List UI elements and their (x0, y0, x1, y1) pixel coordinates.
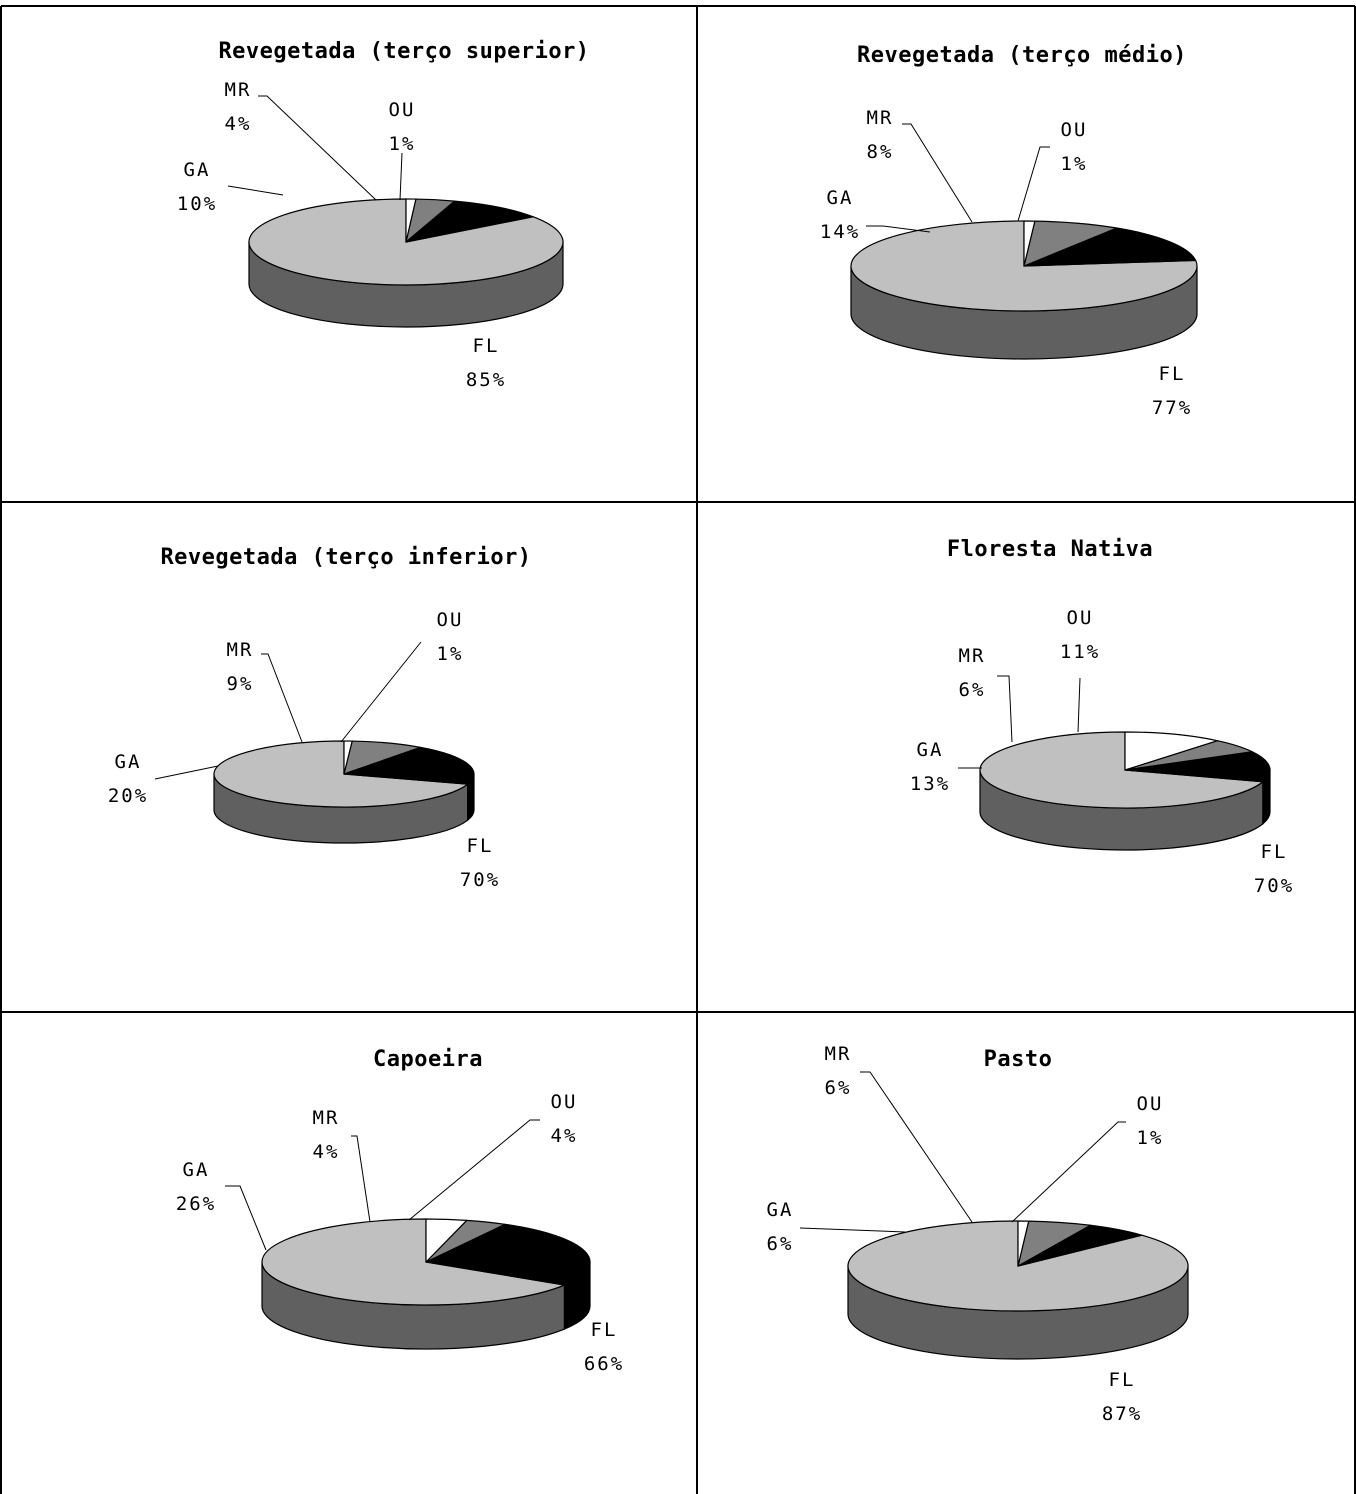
chart-panel-0: Revegetada (terço superior) FL 85% GA 10% MR… (177, 39, 589, 391)
pie-slice-ga (425, 1223, 591, 1286)
leader-line-mr (860, 1071, 973, 1223)
slice-value-ga: 10% (177, 193, 217, 215)
slice-label-ou: OU (1061, 119, 1088, 141)
leader-line-ou (1017, 146, 1050, 222)
slice-value-mr: 4% (313, 1141, 340, 1163)
chart-title: Capoeira (373, 1047, 483, 1072)
leader-line-ga (225, 1185, 267, 1251)
slice-label-ou: OU (389, 99, 416, 121)
slice-value-fl: 70% (460, 869, 500, 891)
leader-line-ou (399, 152, 403, 201)
leader-line-mr (997, 675, 1013, 743)
pie-slice-ga (343, 746, 475, 785)
slice-value-ga: 6% (767, 1233, 794, 1255)
slice-label-fl: FL (1261, 841, 1288, 863)
chart-title: Floresta Nativa (947, 537, 1153, 562)
slice-value-fl: 70% (1254, 875, 1294, 897)
slice-value-ou: 1% (1137, 1127, 1164, 1149)
pie-slice-ga (405, 200, 534, 243)
pie-chart: FL 70% GA 13% MR 6% OU 11% (910, 607, 1294, 897)
slice-value-fl: 77% (1152, 397, 1192, 419)
slice-value-mr: 9% (227, 673, 254, 695)
pie-slice-ga (1124, 751, 1271, 783)
leader-line-mr (351, 1135, 371, 1223)
pie-slice-ou (1017, 1220, 1030, 1267)
slice-label-ga: GA (917, 739, 944, 761)
chart-title: Revegetada (terço inferior) (160, 545, 531, 570)
slice-value-ou: 1% (437, 643, 464, 665)
pie-slice-fl (213, 740, 469, 808)
pie-slice-ou (1023, 220, 1036, 267)
chart-panel-2: Revegetada (terço inferior) FL 70% GA 20% MR… (108, 545, 531, 891)
chart-panel-1: Revegetada (terço médio) FL 77% GA 14% MR 8% O… (820, 43, 1198, 419)
table-borders (0, 5, 1356, 1494)
slice-label-fl: FL (1159, 363, 1186, 385)
slice-label-ga: GA (115, 751, 142, 773)
slice-label-ga: GA (827, 187, 854, 209)
leader-line-mr (902, 123, 973, 223)
slice-label-ou: OU (437, 609, 464, 631)
slice-label-ou: OU (1067, 607, 1094, 629)
slice-label-mr: MR (225, 79, 252, 101)
pie-chart: FL 66% GA 26% MR 4% OU 4% (176, 1091, 624, 1375)
pie-slice-ou (343, 740, 353, 775)
slice-label-ga: GA (767, 1199, 794, 1221)
slice-value-ga: 14% (820, 221, 860, 243)
pie-chart: FL 87% GA 6% MR 6% OU 1% (767, 1043, 1189, 1425)
slice-label-fl: FL (467, 835, 494, 857)
slice-label-mr: MR (227, 639, 254, 661)
slice-value-mr: 4% (225, 113, 252, 135)
leader-line-mr (258, 95, 377, 201)
slice-value-ga: 13% (910, 773, 950, 795)
slice-label-mr: MR (825, 1043, 852, 1065)
slice-label-ou: OU (1137, 1093, 1164, 1115)
pie-slice-fl (261, 1218, 566, 1306)
chart-panel-5: Pasto FL 87% GA 6% MR 6% OU 1% (767, 1043, 1189, 1425)
slice-value-ou: 11% (1060, 641, 1100, 663)
pie-chart: FL 85% GA 10% MR 4% OU 1% (177, 79, 564, 391)
slice-value-mr: 8% (867, 141, 894, 163)
chart-title: Pasto (984, 1047, 1053, 1072)
leader-line-ga (866, 225, 931, 233)
leader-line-ga (154, 765, 219, 780)
chart-panel-3: Floresta Nativa FL 70% GA 13% MR 6% OU 11% (910, 537, 1294, 897)
slice-value-ga: 20% (108, 785, 148, 807)
leader-line-ga (227, 185, 284, 196)
leader-line-ga (799, 1227, 906, 1233)
chart-title: Revegetada (terço médio) (857, 43, 1187, 68)
slice-value-ou: 1% (1061, 153, 1088, 175)
slice-value-mr: 6% (825, 1077, 852, 1099)
slice-label-mr: MR (867, 107, 894, 129)
slice-label-mr: MR (959, 645, 986, 667)
chart-panel-4: Capoeira FL 66% GA 26% MR 4% OU 4% (176, 1047, 624, 1375)
leader-line-ou (340, 641, 422, 743)
slice-label-ga: GA (184, 159, 211, 181)
slice-label-fl: FL (591, 1319, 618, 1341)
slice-label-fl: FL (473, 335, 500, 357)
pie-slice-fl (979, 731, 1264, 809)
pie-slice-ga (1023, 227, 1197, 267)
pie-chart: FL 77% GA 14% MR 8% OU 1% (820, 107, 1198, 419)
slice-label-ou: OU (551, 1091, 578, 1113)
leader-line-ou (1011, 1121, 1126, 1223)
slice-value-ou: 4% (551, 1125, 578, 1147)
slice-label-mr: MR (313, 1107, 340, 1129)
slice-value-fl: 66% (584, 1353, 624, 1375)
chart-title: Revegetada (terço superior) (218, 39, 589, 64)
pie-slice-ou (405, 198, 417, 243)
leader-line-ou (1077, 677, 1081, 733)
pie-slice-ou (425, 1218, 468, 1263)
pie-slice-ou (1124, 731, 1219, 771)
slice-value-ou: 1% (389, 133, 416, 155)
slice-value-ga: 26% (176, 1193, 216, 1215)
slice-value-fl: 87% (1102, 1403, 1142, 1425)
slice-label-fl: FL (1109, 1369, 1136, 1391)
leader-line-mr (261, 653, 303, 743)
slice-label-ga: GA (183, 1159, 210, 1181)
pie-chart: FL 70% GA 20% MR 9% OU 1% (108, 609, 500, 891)
slice-value-fl: 85% (466, 369, 506, 391)
slice-value-mr: 6% (959, 679, 986, 701)
leader-line-ou (408, 1119, 540, 1221)
